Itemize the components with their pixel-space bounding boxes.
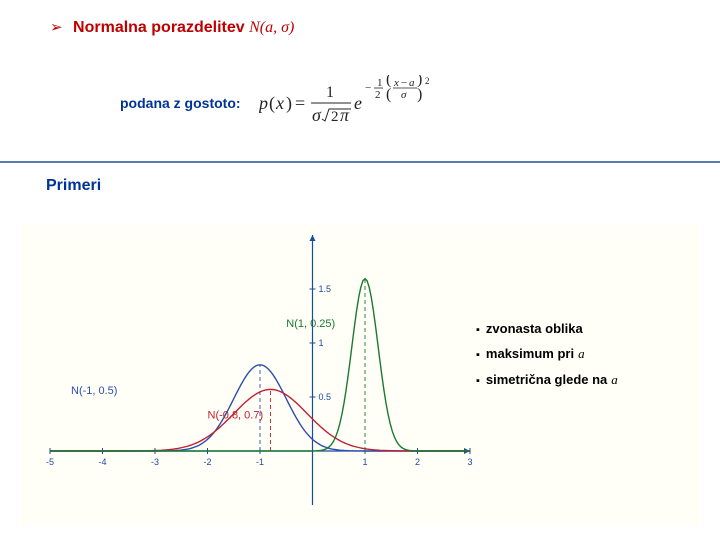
svg-text:): ) xyxy=(286,93,292,114)
property-item: ▪ zvonasta oblika xyxy=(476,321,696,336)
svg-text:x: x xyxy=(393,77,399,89)
svg-text:a: a xyxy=(409,77,415,89)
svg-text:N(-1, 0.5): N(-1, 0.5) xyxy=(71,385,117,397)
svg-text:-3: -3 xyxy=(151,457,159,467)
svg-text:2: 2 xyxy=(425,76,430,86)
page-title: Normalna porazdelitev xyxy=(73,19,249,36)
svg-text:2: 2 xyxy=(375,89,381,101)
svg-text:N(-0.8, 0.7): N(-0.8, 0.7) xyxy=(208,410,264,422)
svg-text:p: p xyxy=(259,93,268,113)
svg-text:(: ( xyxy=(269,93,275,114)
svg-text:1.5: 1.5 xyxy=(319,284,332,294)
property-text: simetrična glede na xyxy=(486,372,607,387)
svg-text:e: e xyxy=(354,93,362,113)
svg-text:): ) xyxy=(417,86,422,103)
svg-text:σ: σ xyxy=(312,105,322,125)
section-title: Primeri xyxy=(0,163,720,195)
square-bullet-icon: ▪ xyxy=(476,324,480,336)
svg-text:2: 2 xyxy=(331,109,339,125)
property-item: ▪ simetrična glede na a xyxy=(476,372,696,388)
svg-text:-5: -5 xyxy=(46,457,54,467)
property-var: a xyxy=(578,346,585,362)
svg-text:-1: -1 xyxy=(256,457,264,467)
svg-text:1: 1 xyxy=(319,338,324,348)
svg-text:−: − xyxy=(401,77,407,89)
svg-text:-4: -4 xyxy=(98,457,106,467)
svg-text:x: x xyxy=(275,93,284,113)
svg-text:σ: σ xyxy=(401,89,407,101)
svg-text:1: 1 xyxy=(326,84,334,101)
svg-text:N(1, 0.25): N(1, 0.25) xyxy=(286,318,335,330)
square-bullet-icon: ▪ xyxy=(476,375,480,387)
header-bullet: ➢ xyxy=(50,18,63,36)
density-formula: p ( x ) = 1 σ 2 π e − 1 2 ( ( xyxy=(259,75,449,131)
page-title-formula: N(a, σ) xyxy=(249,19,294,36)
svg-text:π: π xyxy=(340,105,350,125)
square-bullet-icon: ▪ xyxy=(476,349,480,361)
property-text: maksimum pri xyxy=(486,346,574,361)
svg-text:1: 1 xyxy=(377,77,383,89)
property-text: zvonasta oblika xyxy=(486,321,583,336)
property-var: a xyxy=(611,372,618,388)
svg-text:−: − xyxy=(365,82,371,94)
svg-text:3: 3 xyxy=(467,457,472,467)
svg-text:2: 2 xyxy=(415,457,420,467)
examples-chart: -5 -4 -3 -2 -1 1 2 3 0.5 1 1.5 N(-1, 0.5) N(-0.8, 0.… xyxy=(20,225,700,525)
svg-text:(: ( xyxy=(386,86,391,103)
properties-list: ▪ zvonasta oblika ▪ maksimum pri a ▪ sim… xyxy=(476,321,696,398)
subtitle-label: podana z gostoto: xyxy=(120,95,241,111)
svg-text:0.5: 0.5 xyxy=(319,392,332,402)
svg-text:1: 1 xyxy=(362,457,367,467)
svg-text:-2: -2 xyxy=(203,457,211,467)
svg-text:=: = xyxy=(295,93,305,113)
property-item: ▪ maksimum pri a xyxy=(476,346,696,362)
